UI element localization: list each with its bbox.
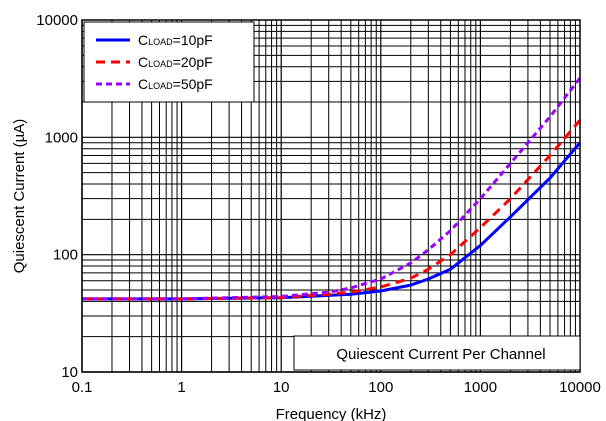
x-tick-label: 1000 bbox=[464, 379, 497, 396]
x-tick-label: 100 bbox=[368, 379, 393, 396]
x-tick-label: 10000 bbox=[559, 379, 601, 396]
x-tick-label: 10 bbox=[273, 379, 290, 396]
x-axis-label: Frequency (kHz) bbox=[276, 406, 387, 421]
legend-label-3: CLOAD=50pF bbox=[138, 76, 213, 92]
series-line-1 bbox=[82, 141, 582, 301]
series-layer bbox=[82, 77, 582, 301]
annotation: Quiescent Current Per Channel bbox=[293, 335, 581, 371]
plot-frame bbox=[81, 19, 581, 373]
annotation-text: Quiescent Current Per Channel bbox=[336, 346, 545, 363]
y-tick-label: 10 bbox=[61, 364, 78, 381]
legend: CLOAD=10pF CLOAD=20pF CLOAD=50pF bbox=[83, 21, 255, 103]
y-axis-label: Quiescent Current (µA) bbox=[11, 119, 28, 274]
y-tick-label: 100 bbox=[53, 247, 78, 264]
y-ticks: 10 100 1000 10000 bbox=[36, 12, 78, 381]
annotation-box bbox=[293, 335, 581, 371]
x-tick-label: 1 bbox=[177, 379, 185, 396]
x-tick-label: 0.1 bbox=[72, 379, 93, 396]
y-tick-label: 10000 bbox=[36, 12, 78, 29]
series-line-2 bbox=[82, 119, 582, 301]
y-tick-label: 1000 bbox=[45, 129, 78, 146]
x-ticks: 0.1 1 10 100 1000 10000 bbox=[72, 379, 601, 396]
legend-label-1: CLOAD=10pF bbox=[138, 32, 213, 48]
series-line-3 bbox=[82, 77, 582, 301]
legend-label-2: CLOAD=20pF bbox=[138, 54, 213, 70]
